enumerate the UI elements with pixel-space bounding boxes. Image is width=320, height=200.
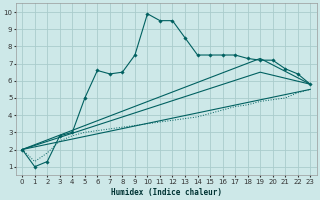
X-axis label: Humidex (Indice chaleur): Humidex (Indice chaleur) [111, 188, 222, 197]
